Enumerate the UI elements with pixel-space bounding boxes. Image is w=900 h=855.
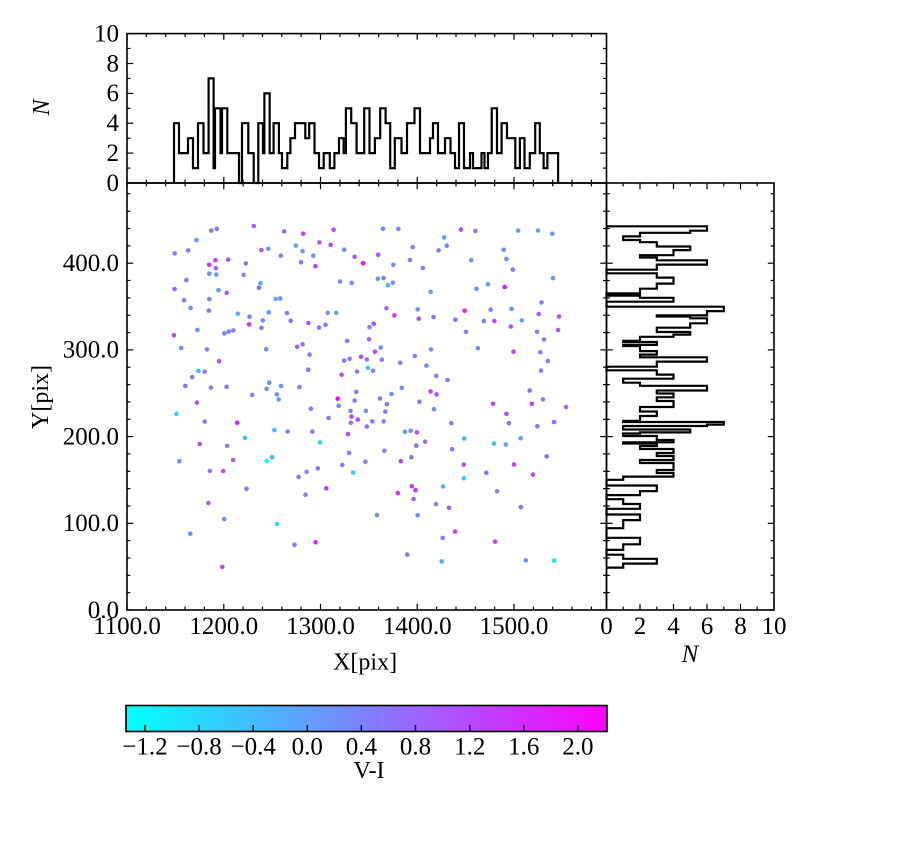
svg-text:200.0: 200.0 xyxy=(63,423,119,450)
svg-text:0: 0 xyxy=(107,170,120,197)
svg-text:X[pix]: X[pix] xyxy=(333,650,397,676)
svg-text:Y[pix]: Y[pix] xyxy=(28,365,54,429)
svg-text:0.8: 0.8 xyxy=(400,734,431,761)
svg-text:1200.0: 1200.0 xyxy=(189,613,258,640)
svg-text:4: 4 xyxy=(107,110,120,137)
svg-text:V-I: V-I xyxy=(353,758,384,784)
svg-text:1100.0: 1100.0 xyxy=(93,613,161,640)
svg-text:10: 10 xyxy=(94,20,119,47)
svg-text:2: 2 xyxy=(107,140,120,167)
svg-text:−0.8: −0.8 xyxy=(176,734,221,761)
svg-text:2.0: 2.0 xyxy=(562,734,593,761)
svg-text:−0.4: −0.4 xyxy=(231,734,277,761)
svg-text:1.6: 1.6 xyxy=(508,734,539,761)
svg-text:0.0: 0.0 xyxy=(292,734,323,761)
svg-text:10: 10 xyxy=(762,613,787,640)
svg-text:1.2: 1.2 xyxy=(454,734,485,761)
svg-text:1500.0: 1500.0 xyxy=(480,613,549,640)
svg-text:100.0: 100.0 xyxy=(63,510,119,537)
svg-text:1400.0: 1400.0 xyxy=(383,613,452,640)
svg-text:0.4: 0.4 xyxy=(346,734,378,761)
svg-text:2: 2 xyxy=(634,613,647,640)
svg-text:6: 6 xyxy=(107,80,120,107)
svg-text:6: 6 xyxy=(701,613,714,640)
svg-text:4: 4 xyxy=(667,613,680,640)
svg-text:8: 8 xyxy=(107,50,120,77)
svg-text:8: 8 xyxy=(734,613,747,640)
svg-text:−1.2: −1.2 xyxy=(122,734,167,761)
svg-text:N: N xyxy=(29,98,55,117)
svg-text:N: N xyxy=(681,641,700,668)
svg-text:1300.0: 1300.0 xyxy=(286,613,355,640)
svg-text:400.0: 400.0 xyxy=(63,250,119,277)
svg-text:300.0: 300.0 xyxy=(63,337,119,364)
svg-text:0.0: 0.0 xyxy=(88,597,119,624)
svg-text:0: 0 xyxy=(600,613,613,640)
